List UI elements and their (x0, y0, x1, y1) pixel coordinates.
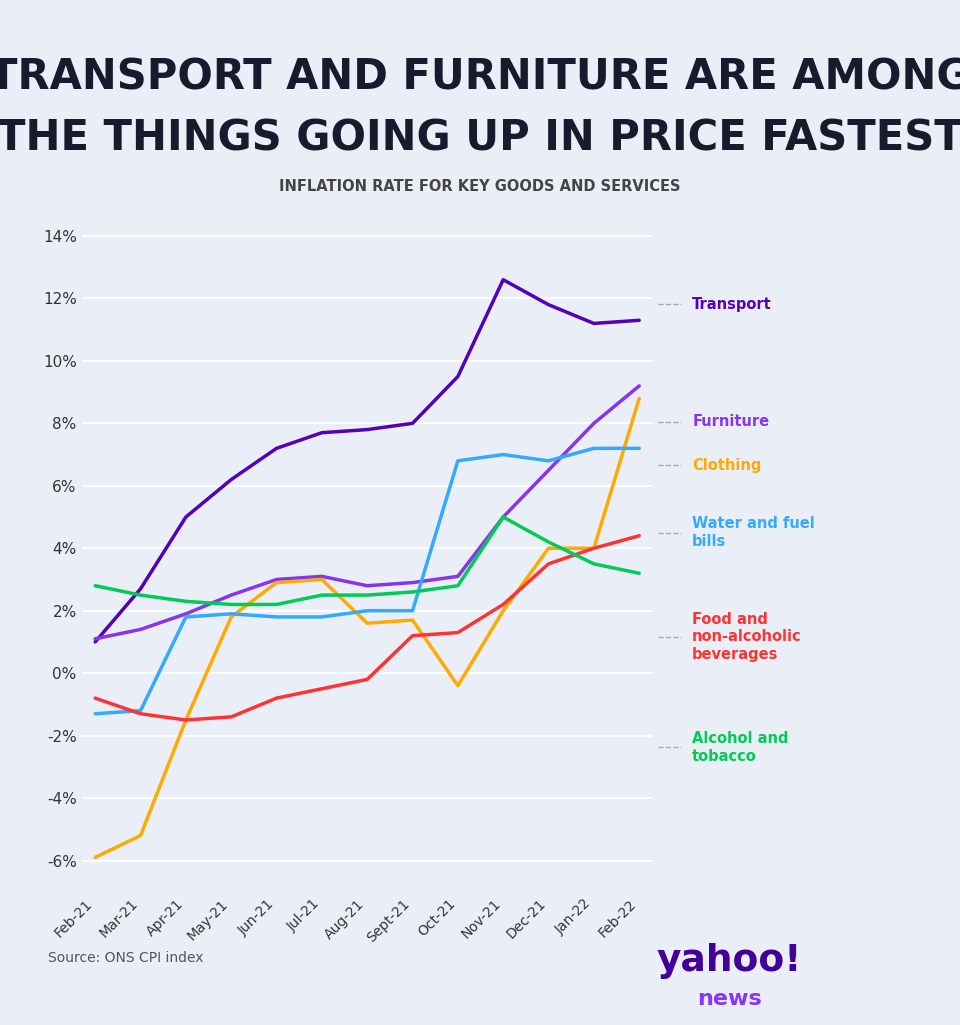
Text: INFLATION RATE FOR KEY GOODS AND SERVICES: INFLATION RATE FOR KEY GOODS AND SERVICE… (279, 179, 681, 195)
Text: Clothing: Clothing (692, 458, 761, 473)
Text: Source: ONS CPI index: Source: ONS CPI index (48, 951, 204, 966)
Text: Water and fuel
bills: Water and fuel bills (692, 517, 815, 548)
Text: Alcohol and
tobacco: Alcohol and tobacco (692, 731, 789, 764)
Text: Furniture: Furniture (692, 414, 769, 429)
Text: yahoo!: yahoo! (657, 943, 803, 980)
Text: THE THINGS GOING UP IN PRICE FASTEST: THE THINGS GOING UP IN PRICE FASTEST (0, 118, 960, 160)
Text: Food and
non-alcoholic
beverages: Food and non-alcoholic beverages (692, 612, 802, 661)
Text: TRANSPORT AND FURNITURE ARE AMONG: TRANSPORT AND FURNITURE ARE AMONG (0, 56, 960, 98)
Text: news: news (697, 989, 762, 1010)
Text: Transport: Transport (692, 297, 772, 312)
